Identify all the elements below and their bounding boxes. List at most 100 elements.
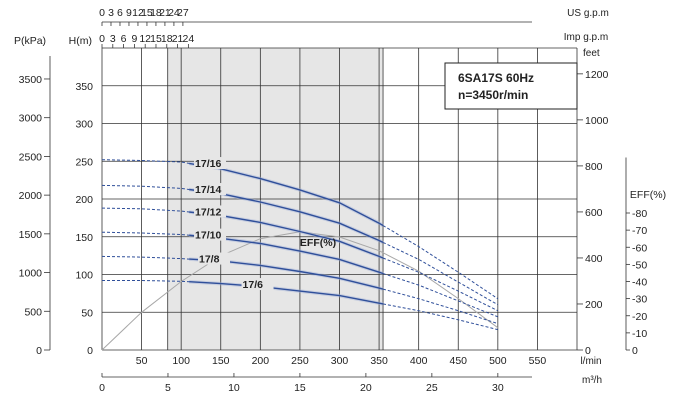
- flow-lpm-tick-label: 550: [529, 355, 547, 367]
- feet-tick-label: 200: [585, 299, 603, 311]
- pressure-tick-label: 0: [36, 345, 42, 357]
- series-label: 17/6: [243, 279, 264, 291]
- head-tick-label: 250: [75, 156, 93, 168]
- flow-m3h-tick-label: 0: [99, 382, 105, 394]
- flow-lpm-tick-label: 150: [212, 355, 230, 367]
- eff-tick-label: -50: [632, 259, 647, 271]
- flow-impgpm-tick-label: 15: [150, 33, 162, 45]
- eff-tick-label: -20: [632, 311, 647, 323]
- chart-grid: [101, 47, 578, 351]
- flow-m3h-tick-label: 20: [360, 382, 372, 394]
- flow-lpm-tick-label: 400: [410, 355, 428, 367]
- head-tick-label: 200: [75, 194, 93, 206]
- flow-impgpm-tick-label: 0: [99, 33, 105, 45]
- eff-tick-label: -80: [632, 208, 647, 220]
- head-tick-label: 100: [75, 270, 93, 282]
- series-label-bg: [194, 205, 227, 218]
- eff-tick-label: -60: [632, 242, 647, 254]
- flow-usgpm-tick-label: 27: [177, 7, 189, 19]
- eff-tick-label: -40: [632, 277, 647, 289]
- head-curve-solid: [189, 281, 384, 305]
- head-curve-dashed-right: [382, 225, 499, 300]
- eff-tick-label: -30: [632, 294, 647, 306]
- feet-axis-label: feet: [583, 48, 600, 59]
- title-line-2: n=3450r/min: [458, 88, 528, 102]
- eff-axis-label: EFF(%): [630, 189, 666, 201]
- flow-lpm-tick-label: 500: [489, 355, 507, 367]
- head-tick-label: 50: [81, 307, 93, 319]
- flow-usgpm-tick-label: 9: [126, 7, 132, 19]
- flow-usgpm-tick-label: 21: [159, 7, 171, 19]
- flow-usgpm-tick-label: 24: [168, 7, 180, 19]
- series-label: 17/14: [195, 184, 221, 196]
- series-label: 17/12: [195, 206, 221, 218]
- eff-tick-label: -70: [632, 225, 647, 237]
- flow-lpm-tick-label: 200: [252, 355, 270, 367]
- flow-impgpm-tick-label: 21: [172, 33, 184, 45]
- flow-lpm-tick-label: 50: [136, 355, 148, 367]
- series-label: 17/10: [195, 230, 221, 242]
- feet-tick-label: 400: [585, 253, 603, 265]
- head-axis-label: H(m): [69, 35, 92, 47]
- eff-tick-label: -10: [632, 328, 647, 340]
- flow-impgpm-tick-label: 9: [131, 33, 137, 45]
- flow-lpm-unit: l/min: [580, 356, 601, 367]
- head-curve-dashed-right: [382, 257, 499, 312]
- flow-impgpm-tick-label: 3: [110, 33, 116, 45]
- flow-m3h-tick-label: 5: [165, 382, 171, 394]
- flow-lpm-tick-label: 250: [291, 355, 309, 367]
- flow-m3h-tick-label: 25: [426, 382, 438, 394]
- pressure-tick-label: 2000: [19, 190, 43, 202]
- feet-tick-label: 800: [585, 161, 603, 173]
- pressure-axis-label: P(kPa): [14, 35, 46, 47]
- head-tick-label: 350: [75, 81, 93, 93]
- flow-usgpm-tick-label: 12: [132, 7, 144, 19]
- chart-axes: 050100150200250300350H(m)050010001500200…: [14, 7, 666, 394]
- head-curve-dashed-right: [382, 303, 498, 331]
- flow-m3h-tick-label: 15: [294, 382, 306, 394]
- flow-lpm-tick-label: 100: [172, 355, 190, 367]
- flow-usgpm-tick-label: 6: [117, 7, 123, 19]
- feet-tick-label: 1000: [585, 115, 609, 127]
- head-tick-label: 150: [75, 232, 93, 244]
- flow-impgpm-tick-label: 24: [183, 33, 195, 45]
- flow-usgpm-unit: US g.p.m: [567, 8, 609, 19]
- flow-m3h-tick-label: 30: [492, 382, 504, 394]
- head-curve-dashed-right: [382, 241, 499, 306]
- series-label-bg: [194, 183, 227, 196]
- pressure-tick-label: 2500: [19, 151, 43, 163]
- pressure-tick-label: 1500: [19, 229, 43, 241]
- head-tick-label: 0: [87, 345, 93, 357]
- feet-tick-label: 600: [585, 207, 603, 219]
- series-label: 17/8: [199, 254, 220, 266]
- series-label-bg: [198, 252, 230, 265]
- pressure-tick-label: 500: [24, 306, 42, 318]
- flow-m3h-unit: m³/h: [582, 375, 602, 386]
- title-box: 6SA17S 60Hz n=3450r/min: [444, 62, 578, 110]
- flow-impgpm-unit: Imp g.p.m: [564, 32, 608, 43]
- head-tick-label: 300: [75, 119, 93, 131]
- pressure-tick-label: 3000: [19, 113, 43, 125]
- flow-lpm-tick-label: 300: [331, 355, 349, 367]
- title-line-1: 6SA17S 60Hz: [458, 71, 534, 85]
- flow-lpm-tick-label: 450: [449, 355, 467, 367]
- head-curve-dashed-right: [382, 288, 498, 325]
- flow-usgpm-tick-label: 0: [99, 7, 105, 19]
- pressure-tick-label: 3500: [19, 74, 43, 86]
- flow-usgpm-tick-label: 18: [150, 7, 162, 19]
- series-label-bg: [194, 157, 227, 170]
- series-label: 17/16: [195, 158, 221, 170]
- flow-impgpm-tick-label: 12: [139, 33, 151, 45]
- head-curve-dashed-right: [382, 273, 498, 318]
- flow-impgpm-tick-label: 18: [161, 33, 173, 45]
- flow-lpm-tick-label: 350: [370, 355, 388, 367]
- pressure-tick-label: 1000: [19, 268, 43, 280]
- title-box-frame: [444, 62, 578, 110]
- series-label-bg: [241, 278, 274, 291]
- efficiency-label: EFF(%): [300, 237, 336, 249]
- flow-usgpm-tick-label: 3: [108, 7, 114, 19]
- feet-tick-label: 0: [585, 345, 591, 357]
- chart-labels: EFF(%) 17/16 17/14 17/12 17/10 17/8 17/6: [194, 157, 336, 291]
- flow-m3h-tick-label: 10: [228, 382, 240, 394]
